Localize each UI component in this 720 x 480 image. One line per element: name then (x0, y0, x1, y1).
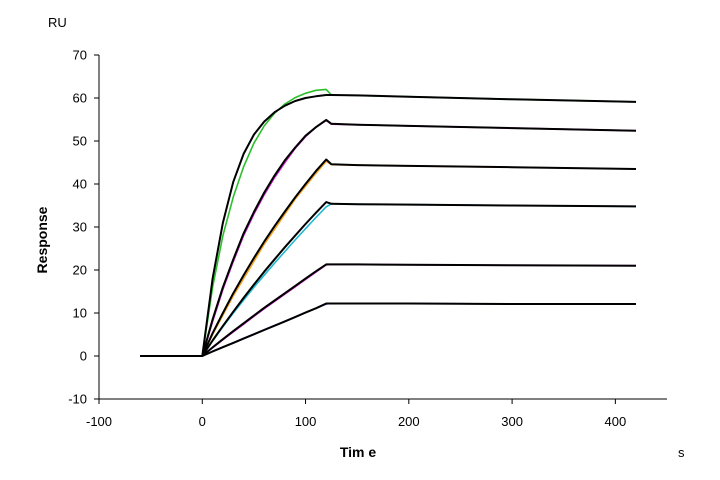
y-tick-label: 20 (73, 263, 87, 278)
fit-curve-1 (140, 94, 637, 357)
fit-curve-9 (140, 263, 637, 357)
y-tick-label: 40 (73, 177, 87, 192)
y-ticks: -10 0 10 20 30 40 50 60 70 (68, 48, 99, 407)
fit-curve-3 (140, 118, 637, 357)
y-tick-label: 70 (73, 48, 87, 63)
x-axis-title: Tim e (340, 444, 377, 460)
y-tick-label: 60 (73, 91, 87, 106)
x-tick-label: 300 (501, 414, 523, 429)
y-tick-label: 30 (73, 220, 87, 235)
y-tick-label: -10 (68, 392, 87, 407)
y-tick-label: 50 (73, 134, 87, 149)
y-tick-label: 0 (80, 349, 87, 364)
x-tick-label: -100 (86, 414, 112, 429)
sensorgram-curve-4 (140, 160, 637, 357)
sensorgram-curve-2 (140, 119, 637, 357)
x-tick-label: 400 (605, 414, 627, 429)
x-tick-label: 0 (199, 414, 206, 429)
fit-curve-5 (140, 158, 637, 357)
y-axis-title: Response (34, 206, 50, 273)
y-tick-label: 10 (73, 306, 87, 321)
x-unit-label: s (678, 445, 685, 460)
fit-curve-11 (140, 302, 636, 357)
x-tick-label: 200 (398, 414, 420, 429)
x-tick-label: 100 (295, 414, 317, 429)
plot-area (140, 88, 637, 357)
x-ticks: -100 0 100 200 300 400 (86, 399, 626, 429)
fit-curve-7 (140, 201, 637, 357)
y-unit-label: RU (48, 15, 67, 30)
